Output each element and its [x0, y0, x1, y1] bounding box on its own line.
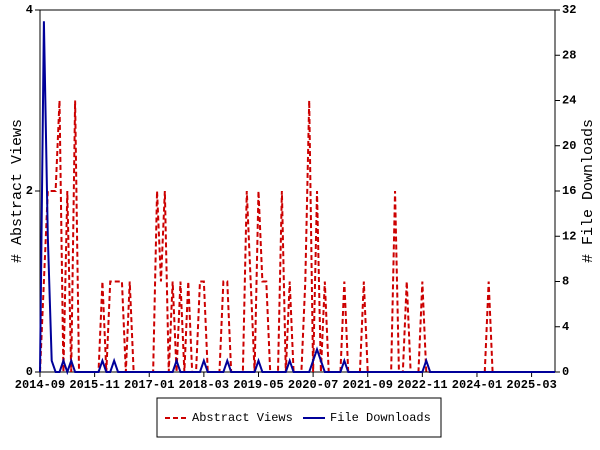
y-tick-label: 2: [26, 184, 33, 198]
x-tick-label: 2018-03: [179, 378, 229, 392]
y2-tick-label: 24: [562, 94, 576, 108]
plot-frame: [39, 9, 556, 373]
y2-tick-label: 8: [562, 275, 569, 289]
y-axis-label: # Abstract Views: [9, 119, 26, 263]
y2-tick-label: 32: [562, 3, 576, 17]
y2-tick-label: 20: [562, 139, 576, 153]
y-tick-label: 4: [26, 3, 33, 17]
legend-label: Abstract Views: [192, 411, 293, 425]
x-tick-label: 2022-11: [397, 378, 447, 392]
y2-axis-label: # File Downloads: [580, 119, 597, 263]
y2-tick-label: 16: [562, 184, 576, 198]
y2-tick-label: 28: [562, 48, 576, 62]
x-tick-label: 2020-07: [288, 378, 338, 392]
y2-tick-label: 4: [562, 320, 569, 334]
x-tick-label: 2017-01: [124, 378, 174, 392]
x-tick-label: 2024-01: [452, 378, 502, 392]
x-tick-label: 2025-03: [506, 378, 556, 392]
x-tick-label: 2014-09: [15, 378, 65, 392]
legend-box: [156, 397, 442, 438]
legend-label: File Downloads: [330, 411, 431, 425]
y-tick-label: 0: [26, 365, 33, 379]
y2-tick-label: 0: [562, 365, 569, 379]
x-tick-label: 2019-05: [233, 378, 283, 392]
series-line: [39, 100, 555, 373]
x-tick-label: 2015-11: [69, 378, 119, 392]
x-tick-label: 2021-09: [343, 378, 393, 392]
series-line: [39, 21, 555, 376]
y2-tick-label: 12: [562, 229, 576, 243]
